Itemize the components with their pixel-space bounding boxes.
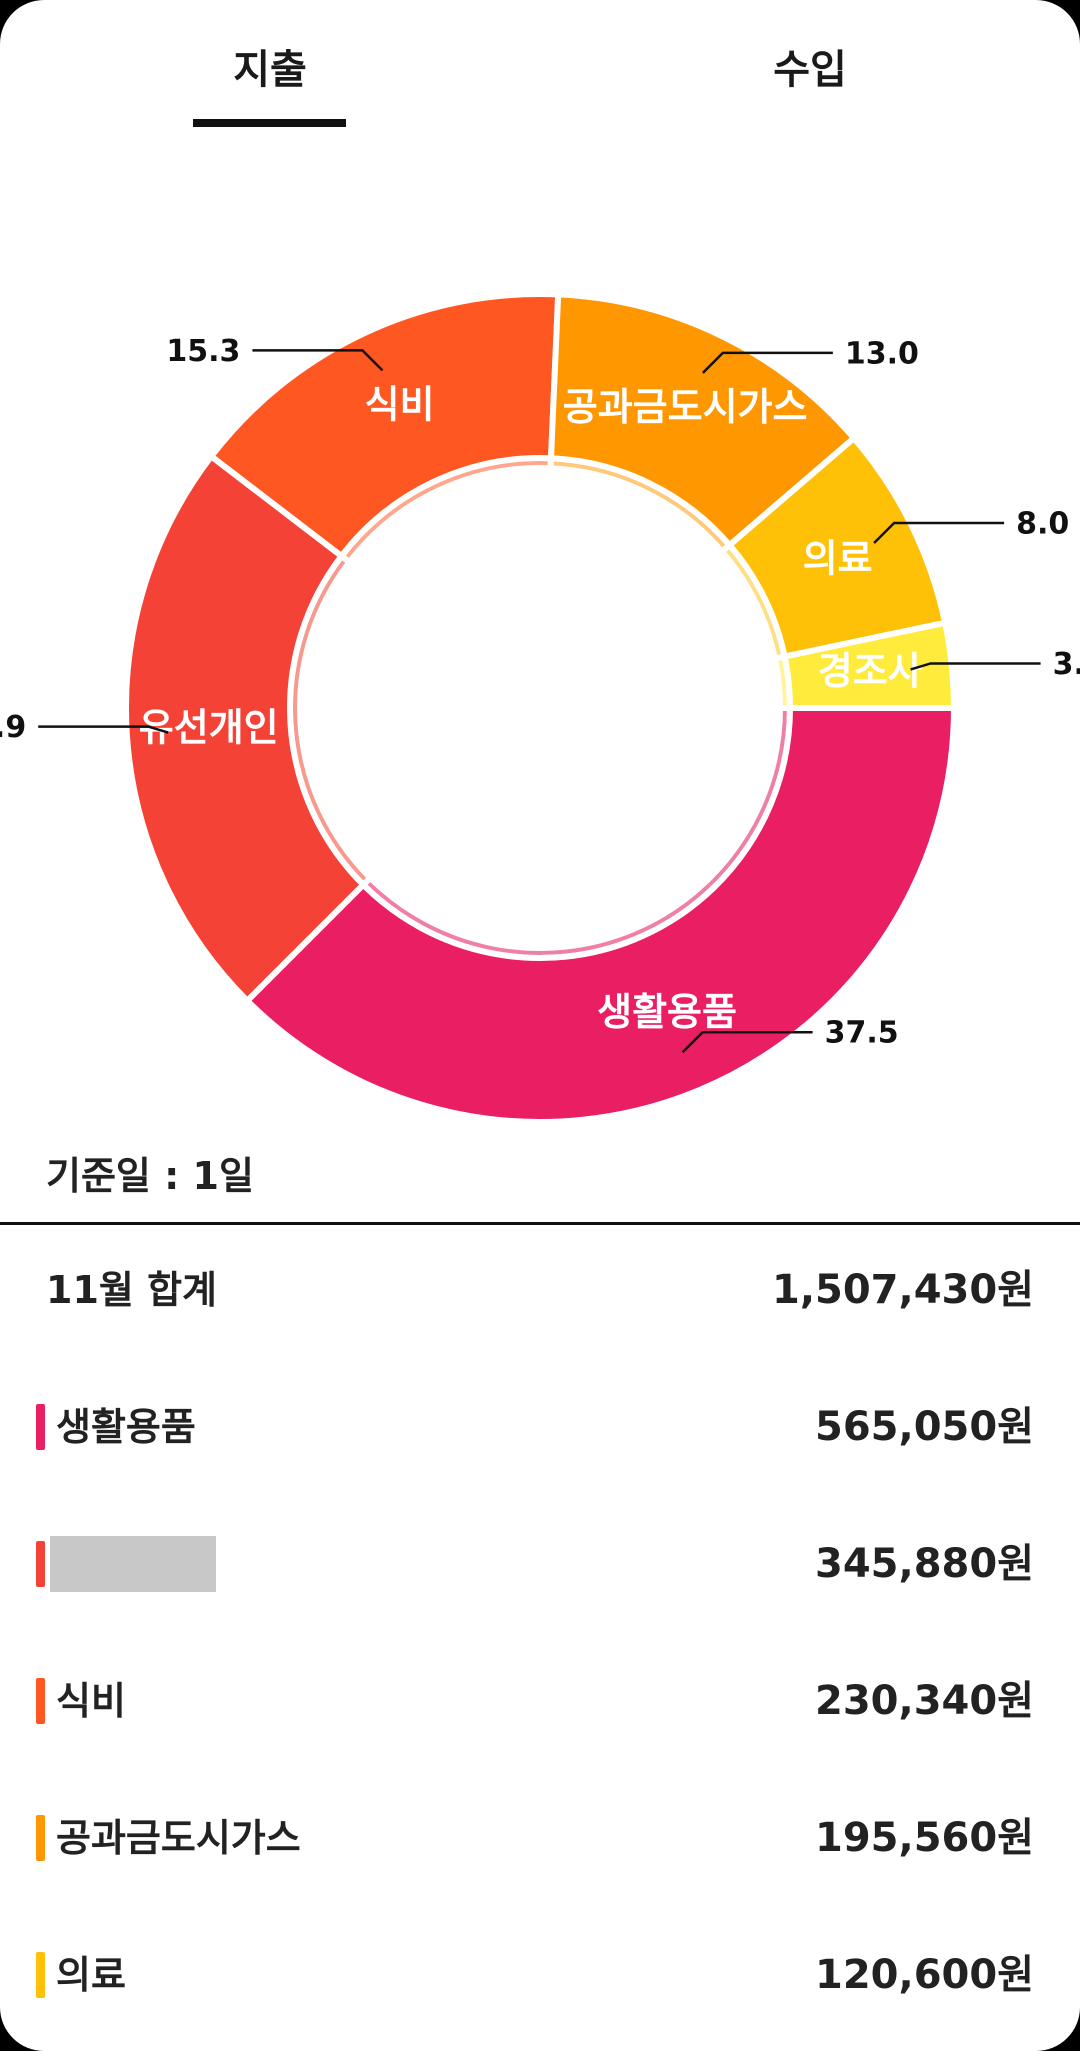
category-amount: 120,600원 [815, 1952, 1034, 1998]
slice-name-label: 경조사 [818, 649, 923, 693]
category-label: 식비 [56, 1679, 126, 1723]
redacted-label [50, 1536, 216, 1592]
divider [0, 1222, 1080, 1225]
category-row[interactable]: 식비 230,340원 [0, 1661, 1080, 1741]
monthly-total-row: 11월 합계 1,507,430원 [0, 1250, 1080, 1330]
value-leader-line [910, 662, 1041, 671]
slice-value-label: 3.3 [1053, 647, 1080, 682]
donut-slice[interactable] [243, 705, 958, 1125]
category-row[interactable]: 의료 120,600원 [0, 1935, 1080, 2015]
category-amount: 345,880원 [815, 1541, 1034, 1587]
category-row[interactable]: 공과금도시가스 195,560원 [0, 1798, 1080, 1878]
monthly-total-label: 11월 합계 [46, 1268, 217, 1312]
monthly-total-amount: 1,507,430원 [771, 1267, 1034, 1313]
basis-date: 기준일 : 1일 [46, 1154, 254, 1198]
slice-value-label: 22.9 [0, 710, 26, 745]
donut-slice[interactable] [123, 452, 368, 1005]
slice-value-label: 8.0 [1016, 507, 1069, 542]
slice-name-label: 식비 [365, 383, 435, 427]
slice-value-label: 37.5 [825, 1016, 899, 1051]
tab-income[interactable]: 수입 [773, 47, 847, 93]
slice-value-label: 13.0 [845, 336, 919, 371]
slice-name-label: 의료 [803, 537, 873, 581]
category-label: 공과금도시가스 [56, 1816, 301, 1860]
category-color-swatch [36, 1404, 45, 1450]
category-color-swatch [36, 1815, 45, 1861]
category-amount: 565,050원 [815, 1404, 1034, 1450]
slice-name-label: 공과금도시가스 [563, 385, 808, 429]
donut-slice[interactable] [781, 619, 958, 711]
tab-expense[interactable]: 지출 [233, 47, 307, 93]
value-leader-line [38, 725, 169, 734]
slice-name-label: 유선개인 [139, 705, 279, 749]
value-leader-line [681, 1030, 813, 1054]
category-row[interactable]: 345,880원 [0, 1524, 1080, 1604]
category-color-swatch [36, 1541, 45, 1587]
active-tab-indicator [193, 119, 346, 127]
slice-name-label: 생활용품 [597, 990, 737, 1034]
category-label: 생활용품 [56, 1405, 196, 1449]
category-row[interactable]: 생활용품 565,050원 [0, 1387, 1080, 1467]
category-amount: 195,560원 [815, 1815, 1034, 1861]
value-leader-line [873, 521, 1005, 544]
category-color-swatch [36, 1952, 45, 1998]
category-label: 의료 [56, 1953, 126, 1997]
value-leader-line [701, 351, 833, 374]
donut-slice[interactable] [207, 291, 562, 561]
value-leader-line [252, 349, 384, 372]
category-amount: 230,340원 [815, 1678, 1034, 1724]
tab-bar: 지출 수입 [0, 0, 1080, 140]
slice-value-label: 15.3 [166, 334, 240, 369]
category-color-swatch [36, 1678, 45, 1724]
